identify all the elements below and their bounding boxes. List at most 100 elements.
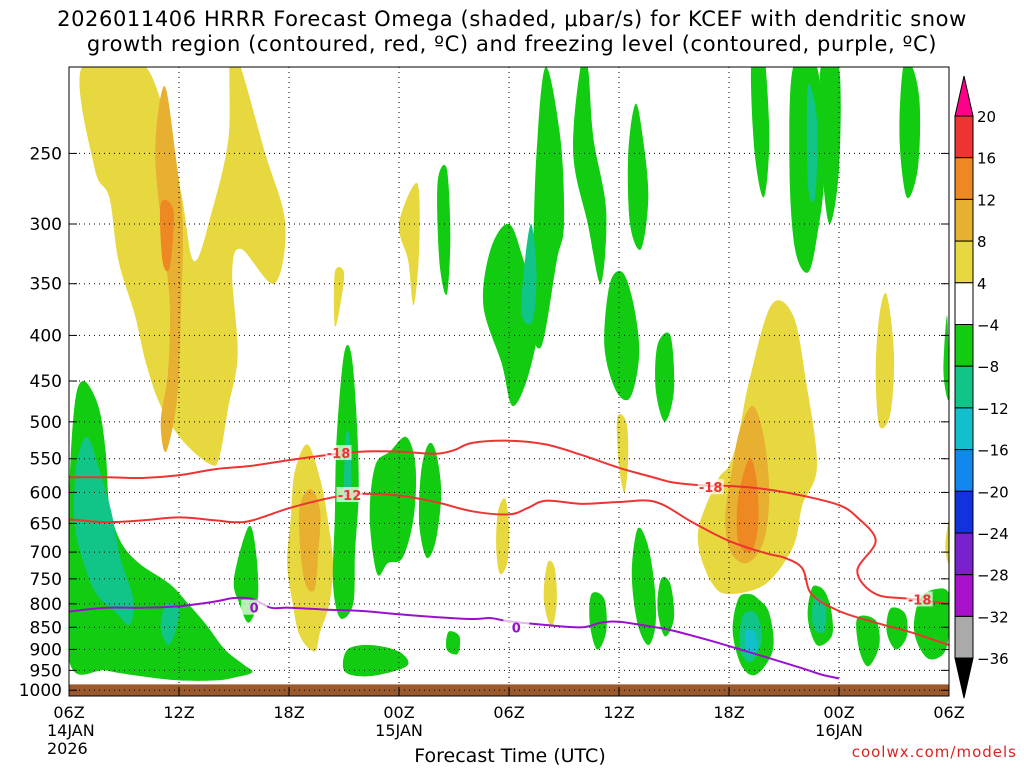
omega-region-14: [616, 414, 629, 493]
omega-region-35: [819, 67, 841, 224]
contour-label-bg: [325, 445, 352, 461]
colorbar: 20 16 12 8 4 −4 −8 −12 −16 −20 −24 −28 −32 −36: [954, 75, 1009, 699]
omega-region-36: [806, 83, 818, 203]
colorbar-label-8: −16: [977, 442, 1009, 460]
colorbar-label-9: −20: [977, 483, 1009, 501]
omega-shaded-regions: [69, 67, 949, 681]
y-tick-label-14: 950: [30, 661, 62, 681]
contour-label-2-0: 0: [250, 602, 259, 617]
colorbar-band-3: [954, 240, 974, 284]
contour-label-0-2: -18: [908, 593, 932, 608]
y-tick-label-15: 1000: [19, 681, 62, 701]
x-tick-label-1: 12Z: [163, 703, 194, 722]
colorbar-label-0: 20: [977, 108, 996, 126]
contour-label-bg: [241, 599, 268, 615]
x-tick-label-0: 06Z: [53, 703, 84, 722]
omega-region-3: [333, 267, 345, 327]
chart-title-line-2: growth region (contoured, red, ºC) and f…: [86, 32, 938, 56]
x-tick-label-7: 00Z: [823, 703, 854, 722]
y-tick-label-8: 650: [30, 514, 62, 534]
contour-line-2: [69, 596, 840, 680]
colorbar-label-4: 4: [977, 275, 987, 293]
omega-region-34: [789, 67, 825, 273]
omega-region-20: [369, 436, 417, 576]
colorbar-top-triangle: [954, 75, 974, 117]
contour-line-1: [69, 492, 949, 647]
omega-region-31: [627, 103, 649, 250]
credit-text: coolwx.com/models: [852, 743, 1017, 761]
colorbar-label-2: 12: [977, 191, 996, 209]
omega-region-27: [530, 67, 565, 349]
y-tick-label-3: 400: [30, 326, 62, 346]
omega-region-24: [445, 631, 461, 655]
x-date-label-0: 14JAN: [47, 721, 95, 740]
contour-label-bg: [503, 619, 530, 635]
omega-region-37: [899, 67, 921, 199]
colorbar-label-12: −32: [977, 608, 1009, 626]
omega-region-2: [159, 199, 174, 272]
omega-region-29: [573, 67, 607, 284]
colorbar-band-7: [954, 407, 974, 451]
colorbar-label-7: −12: [977, 400, 1009, 418]
y-tick-label-5: 500: [30, 413, 62, 433]
omega-region-11: [736, 458, 759, 553]
omega-region-13: [945, 520, 949, 564]
colorbar-band-9: [954, 490, 974, 534]
omega-region-5: [298, 489, 321, 592]
contour-line-0: [69, 439, 949, 605]
x-tick-label-2: 18Z: [273, 703, 304, 722]
y-tick-label-9: 700: [30, 543, 62, 563]
colorbar-band-0: [954, 115, 974, 159]
x-tick-label-5: 12Z: [603, 703, 634, 722]
omega-region-49: [943, 315, 949, 401]
x-tick-label-3: 00Z: [383, 703, 414, 722]
colorbar-label-10: −24: [977, 525, 1009, 543]
colorbar-band-10: [954, 532, 974, 576]
y-tick-label-4: 450: [30, 372, 62, 392]
contour-label-bg: [697, 479, 724, 495]
omega-region-45: [812, 596, 827, 634]
chart-title-line-1: 2026011406 HRRR Forecast Omega (shaded, …: [57, 7, 967, 31]
x-date-label-7: 16JAN: [815, 721, 863, 740]
x-axis-label: Forecast Time (UTC): [414, 745, 605, 767]
omega-region-17: [160, 602, 180, 646]
colorbar-label-3: 8: [977, 233, 987, 251]
omega-region-30: [604, 271, 640, 401]
colorbar-label-1: 16: [977, 150, 996, 168]
colorbar-bottom-triangle: [954, 657, 974, 699]
omega-region-33: [750, 67, 770, 198]
y-tick-label-2: 350: [30, 275, 62, 295]
y-tick-label-0: 250: [30, 144, 62, 164]
colorbar-label-11: −28: [977, 567, 1009, 585]
omega-region-38: [631, 527, 657, 646]
y-tick-label-7: 600: [30, 483, 62, 503]
x-date-label-3: 15JAN: [375, 721, 423, 740]
contour-label-bg: [336, 486, 363, 502]
colorbar-band-2: [954, 198, 974, 242]
x-year-label-0: 2026: [47, 739, 88, 758]
omega-region-48: [856, 615, 880, 667]
omega-region-39: [657, 576, 675, 637]
y-tick-label-12: 850: [30, 618, 62, 638]
omega-region-43: [745, 629, 757, 655]
colorbar-label-5: −4: [977, 317, 999, 335]
colorbar-band-4: [954, 282, 974, 325]
contour-labels: -18 -18 -18 -12 0 0: [241, 445, 933, 636]
colorbar-band-11: [954, 574, 974, 617]
x-tick-label-4: 06Z: [493, 703, 524, 722]
contour-label-0-1: -18: [699, 481, 723, 496]
colorbar-band-12: [954, 615, 974, 659]
omega-region-8: [543, 560, 557, 628]
contour-label-0-0: -18: [327, 447, 351, 462]
omega-region-16: [73, 436, 134, 626]
contour-label-bg: [906, 591, 933, 607]
y-tick-label-6: 550: [30, 450, 62, 470]
omega-region-40: [589, 592, 607, 650]
omega-region-28: [521, 224, 537, 325]
y-tick-label-13: 900: [30, 640, 62, 660]
omega-region-0: [79, 67, 286, 466]
contour-label-1-0: -12: [338, 489, 362, 504]
